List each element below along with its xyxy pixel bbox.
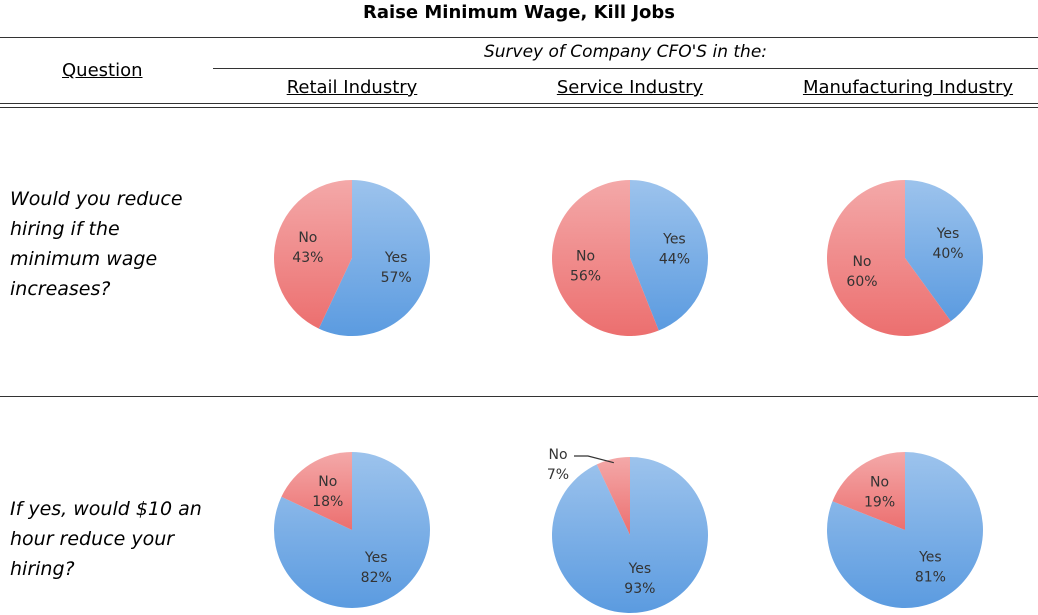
slice-label: No xyxy=(298,230,317,246)
pie-slice xyxy=(630,180,709,331)
pie-slice xyxy=(832,452,905,530)
column-header: Retail Industry xyxy=(286,77,418,98)
rule xyxy=(0,37,1038,38)
slice-value: 44% xyxy=(659,252,690,268)
slice-value: 18% xyxy=(312,494,343,510)
survey-header: Survey of Company CFO'S in the: xyxy=(483,42,768,62)
slice-label: No xyxy=(870,475,889,491)
slice-value: 43% xyxy=(292,250,323,266)
slice-label: Yes xyxy=(364,550,388,566)
slice-label: No xyxy=(318,474,337,490)
slice-label: Yes xyxy=(918,549,942,565)
slice-label: Yes xyxy=(936,226,960,242)
slice-value: 19% xyxy=(864,495,895,511)
slice-label: Yes xyxy=(384,250,408,266)
rule xyxy=(0,103,1038,104)
slice-label: No xyxy=(548,447,567,463)
slice-value: 56% xyxy=(570,268,601,284)
slice-value: 81% xyxy=(915,569,946,585)
column-header: Service Industry xyxy=(556,77,704,98)
slice-label: No xyxy=(852,254,871,270)
pie-slice xyxy=(274,180,352,329)
pie-slice xyxy=(552,180,659,336)
question-header: Question xyxy=(62,60,143,81)
question: Would you reduce hiring if the minimum w… xyxy=(10,188,183,300)
rule xyxy=(213,68,1038,69)
rule xyxy=(0,396,1038,397)
slice-value: 93% xyxy=(624,581,655,597)
slice-value: 7% xyxy=(547,467,569,483)
pie-slice xyxy=(596,457,630,535)
pie-slice xyxy=(827,180,951,336)
column-header: Manufacturing Industry xyxy=(802,77,1014,98)
title: Raise Minimum Wage, Kill Jobs xyxy=(363,2,675,23)
slice-label: No xyxy=(576,248,595,264)
slice-value: 82% xyxy=(361,570,392,586)
pie-slice xyxy=(318,180,431,336)
slice-value: 57% xyxy=(381,270,412,286)
question: If yes, would $10 an hour reduce your hi… xyxy=(10,498,202,580)
slice-label: Yes xyxy=(628,561,652,577)
slice-value: 60% xyxy=(846,274,877,290)
slice-value: 40% xyxy=(932,246,963,262)
pie-slice xyxy=(905,180,983,322)
rule xyxy=(0,107,1038,108)
pie-slice xyxy=(281,452,352,530)
slice-label: Yes xyxy=(662,232,686,248)
leader-line xyxy=(574,455,614,464)
